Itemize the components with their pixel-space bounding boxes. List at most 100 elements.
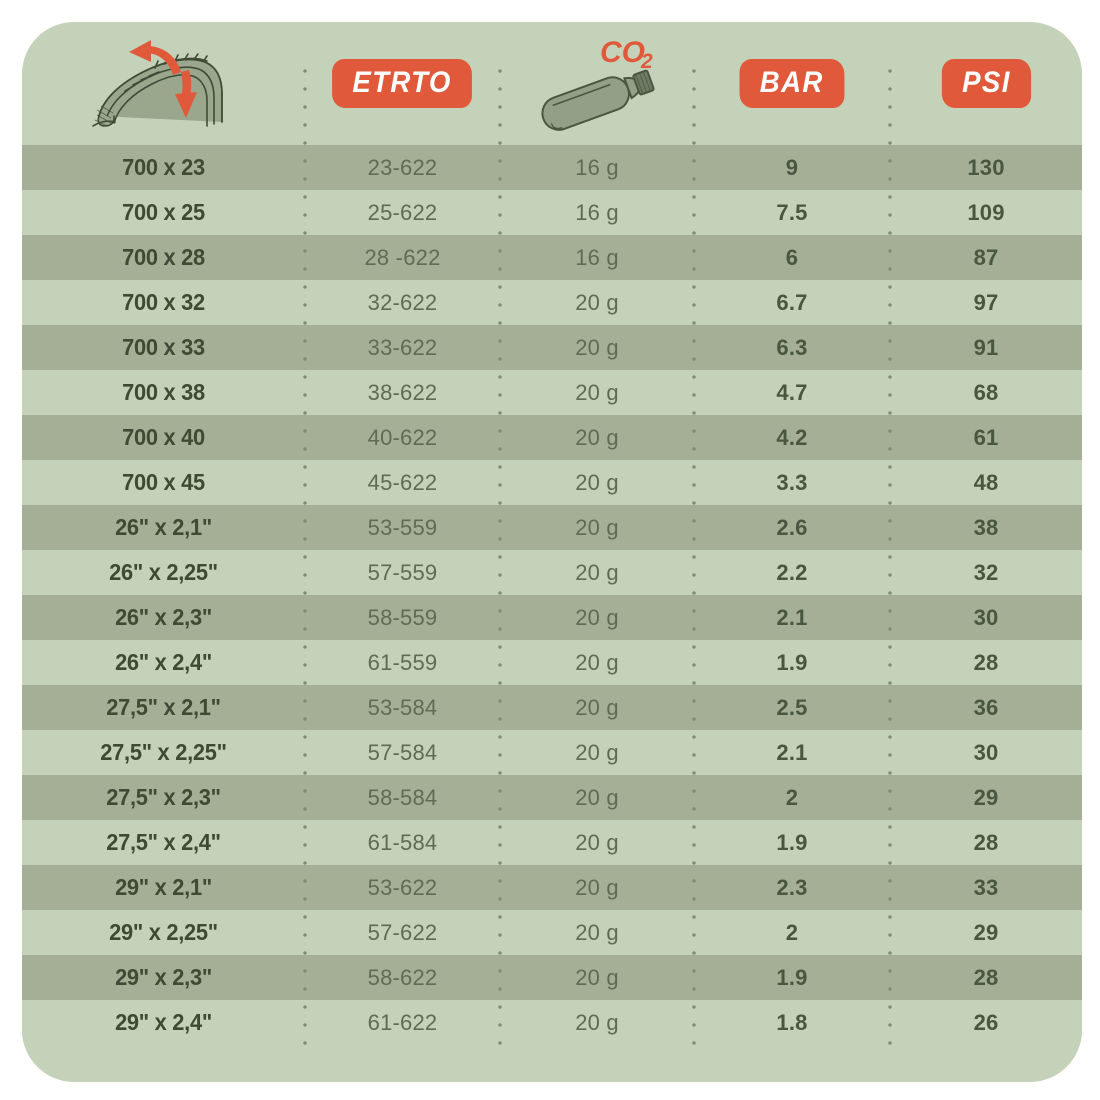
header-cell-tyre-size [22, 22, 305, 145]
cell-tyre-size: 26" x 2,25" [109, 559, 218, 585]
cell-co2: 20 g [575, 829, 619, 855]
cell-etrto: 53-622 [367, 874, 438, 900]
cell-tyre-size: 700 x 33 [122, 334, 205, 360]
cell-bar: 7.5 [776, 199, 808, 225]
etrto-badge: ETRTO [332, 59, 473, 108]
cell-tyre-size: 700 x 38 [122, 379, 205, 405]
table-row: 27,5" x 2,1" 53-584 20 g 2.5 36 [22, 685, 1082, 730]
cell-psi: 48 [973, 469, 999, 495]
cell-co2: 20 g [575, 919, 619, 945]
cell-psi: 91 [973, 334, 999, 360]
cell-psi: 109 [967, 199, 1005, 225]
table-row: 29" x 2,3" 58-622 20 g 1.9 28 [22, 955, 1082, 1000]
cell-tyre-size: 700 x 23 [122, 154, 205, 180]
header-cell-co2: CO 2 [500, 22, 694, 145]
cell-etrto: 25-622 [367, 199, 438, 225]
cell-etrto: 57-622 [367, 919, 438, 945]
cell-psi: 32 [973, 559, 999, 585]
cell-psi: 87 [973, 244, 999, 270]
table-row: 29" x 2,4" 61-622 20 g 1.8 26 [22, 1000, 1082, 1045]
cell-etrto: 61-622 [367, 1009, 438, 1035]
table-row: 700 x 23 23-622 16 g 9 130 [22, 145, 1082, 190]
tyre-pressure-card: ETRTO CO 2 [22, 22, 1082, 1082]
cell-bar: 1.9 [776, 649, 808, 675]
cell-etrto: 57-559 [367, 559, 438, 585]
table-row: 26" x 2,1" 53-559 20 g 2.6 38 [22, 505, 1082, 550]
co2-cartridge-icon: CO 2 [522, 34, 672, 134]
cell-bar: 3.3 [776, 469, 808, 495]
table-row: 700 x 28 28 -622 16 g 6 87 [22, 235, 1082, 280]
cell-psi: 30 [973, 604, 999, 630]
cell-co2: 20 g [575, 424, 619, 450]
cell-psi: 28 [973, 829, 999, 855]
cell-psi: 130 [967, 154, 1005, 180]
cell-co2: 20 g [575, 1009, 619, 1035]
cell-bar: 6 [785, 244, 799, 270]
cell-bar: 4.7 [776, 379, 808, 405]
cell-bar: 9 [785, 154, 799, 180]
table-header: ETRTO CO 2 [22, 22, 1082, 145]
cell-tyre-size: 700 x 25 [122, 199, 205, 225]
table-row: 26" x 2,25" 57-559 20 g 2.2 32 [22, 550, 1082, 595]
cell-psi: 97 [973, 289, 999, 315]
cell-tyre-size: 27,5" x 2,25" [100, 739, 227, 765]
cell-etrto: 38-622 [367, 379, 438, 405]
cell-co2: 20 g [575, 784, 619, 810]
cell-co2: 20 g [575, 514, 619, 540]
cell-etrto: 53-584 [367, 694, 438, 720]
cell-bar: 6.3 [776, 334, 808, 360]
table-row: 29" x 2,1" 53-622 20 g 2.3 33 [22, 865, 1082, 910]
cell-etrto: 45-622 [367, 469, 438, 495]
cell-tyre-size: 29" x 2,1" [115, 874, 212, 900]
cell-tyre-size: 26" x 2,4" [115, 649, 212, 675]
cell-etrto: 32-622 [367, 289, 438, 315]
cell-etrto: 53-559 [367, 514, 438, 540]
cell-tyre-size: 700 x 28 [122, 244, 205, 270]
table-row: 700 x 32 32-622 20 g 6.7 97 [22, 280, 1082, 325]
cell-co2: 16 g [575, 154, 619, 180]
cell-co2: 20 g [575, 469, 619, 495]
cell-psi: 30 [973, 739, 999, 765]
cell-tyre-size: 26" x 2,3" [115, 604, 212, 630]
header-cell-bar: BAR [694, 22, 890, 145]
cell-tyre-size: 27,5" x 2,4" [106, 829, 221, 855]
svg-text:2: 2 [640, 50, 653, 73]
cell-tyre-size: 29" x 2,3" [115, 964, 212, 990]
cell-tyre-size: 29" x 2,25" [109, 919, 218, 945]
header-cell-etrto: ETRTO [305, 22, 500, 145]
header-cell-psi: PSI [890, 22, 1082, 145]
cell-tyre-size: 29" x 2,4" [115, 1009, 212, 1035]
cell-bar: 2.2 [776, 559, 808, 585]
cell-psi: 36 [973, 694, 999, 720]
table-row: 700 x 33 33-622 20 g 6.3 91 [22, 325, 1082, 370]
cell-bar: 2.6 [776, 514, 808, 540]
cell-etrto: 33-622 [367, 334, 438, 360]
cell-psi: 33 [973, 874, 999, 900]
cell-etrto: 28 -622 [364, 244, 441, 270]
cell-co2: 20 g [575, 739, 619, 765]
cell-psi: 26 [973, 1009, 999, 1035]
table-row: 700 x 38 38-622 20 g 4.7 68 [22, 370, 1082, 415]
cell-co2: 20 g [575, 964, 619, 990]
cell-psi: 38 [973, 514, 999, 540]
cell-tyre-size: 26" x 2,1" [115, 514, 212, 540]
table-row: 27,5" x 2,25" 57-584 20 g 2.1 30 [22, 730, 1082, 775]
cell-tyre-size: 27,5" x 2,1" [106, 694, 221, 720]
cell-etrto: 58-559 [367, 604, 438, 630]
cell-etrto: 61-559 [367, 649, 438, 675]
bicycle-tire-icon [89, 38, 239, 130]
table-row: 26" x 2,4" 61-559 20 g 1.9 28 [22, 640, 1082, 685]
cell-tyre-size: 700 x 32 [122, 289, 205, 315]
cell-bar: 2.1 [776, 604, 808, 630]
cell-psi: 28 [973, 964, 999, 990]
cell-psi: 29 [973, 919, 999, 945]
table-row: 29" x 2,25" 57-622 20 g 2 29 [22, 910, 1082, 955]
cell-bar: 2.1 [776, 739, 808, 765]
cell-bar: 2.5 [776, 694, 808, 720]
cell-etrto: 40-622 [367, 424, 438, 450]
cell-bar: 2 [785, 784, 799, 810]
table-body: 700 x 23 23-622 16 g 9 130 700 x 25 25-622 16 g… [22, 145, 1082, 1045]
table-row: 27,5" x 2,3" 58-584 20 g 2 29 [22, 775, 1082, 820]
cell-co2: 16 g [575, 244, 619, 270]
table-row: 700 x 45 45-622 20 g 3.3 48 [22, 460, 1082, 505]
